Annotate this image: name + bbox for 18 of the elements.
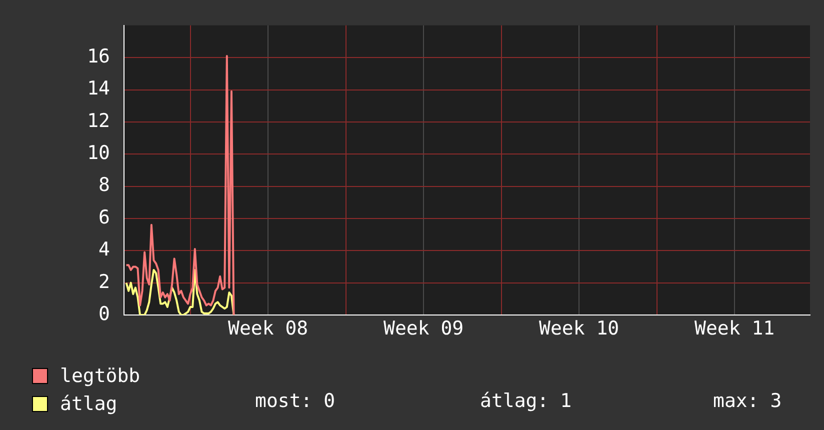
x-tick-label: Week 09 bbox=[384, 317, 464, 340]
y-tick-label: 2 bbox=[98, 270, 110, 293]
legend-label: legtöbb bbox=[60, 365, 140, 387]
y-tick-label: 8 bbox=[98, 174, 110, 196]
text: átlag: 1 bbox=[480, 390, 572, 412]
x-tick-label: Week 08 bbox=[228, 317, 308, 340]
x-tick-label: Week 11 bbox=[694, 317, 775, 340]
x-tick-label: Week 10 bbox=[539, 317, 620, 340]
text: most: 0 bbox=[255, 390, 336, 412]
y-tick-label: 10 bbox=[87, 142, 110, 164]
y-tick-label: 0 bbox=[98, 302, 110, 325]
y-tick-label: 16 bbox=[87, 46, 110, 68]
legend-label: átlag bbox=[60, 393, 118, 415]
y-tick-label: 14 bbox=[87, 78, 110, 100]
y-tick-label: 12 bbox=[87, 110, 110, 132]
y-tick-label: 6 bbox=[98, 206, 110, 228]
y-tick-label: 4 bbox=[98, 238, 110, 261]
text: max: 3 bbox=[713, 390, 782, 412]
